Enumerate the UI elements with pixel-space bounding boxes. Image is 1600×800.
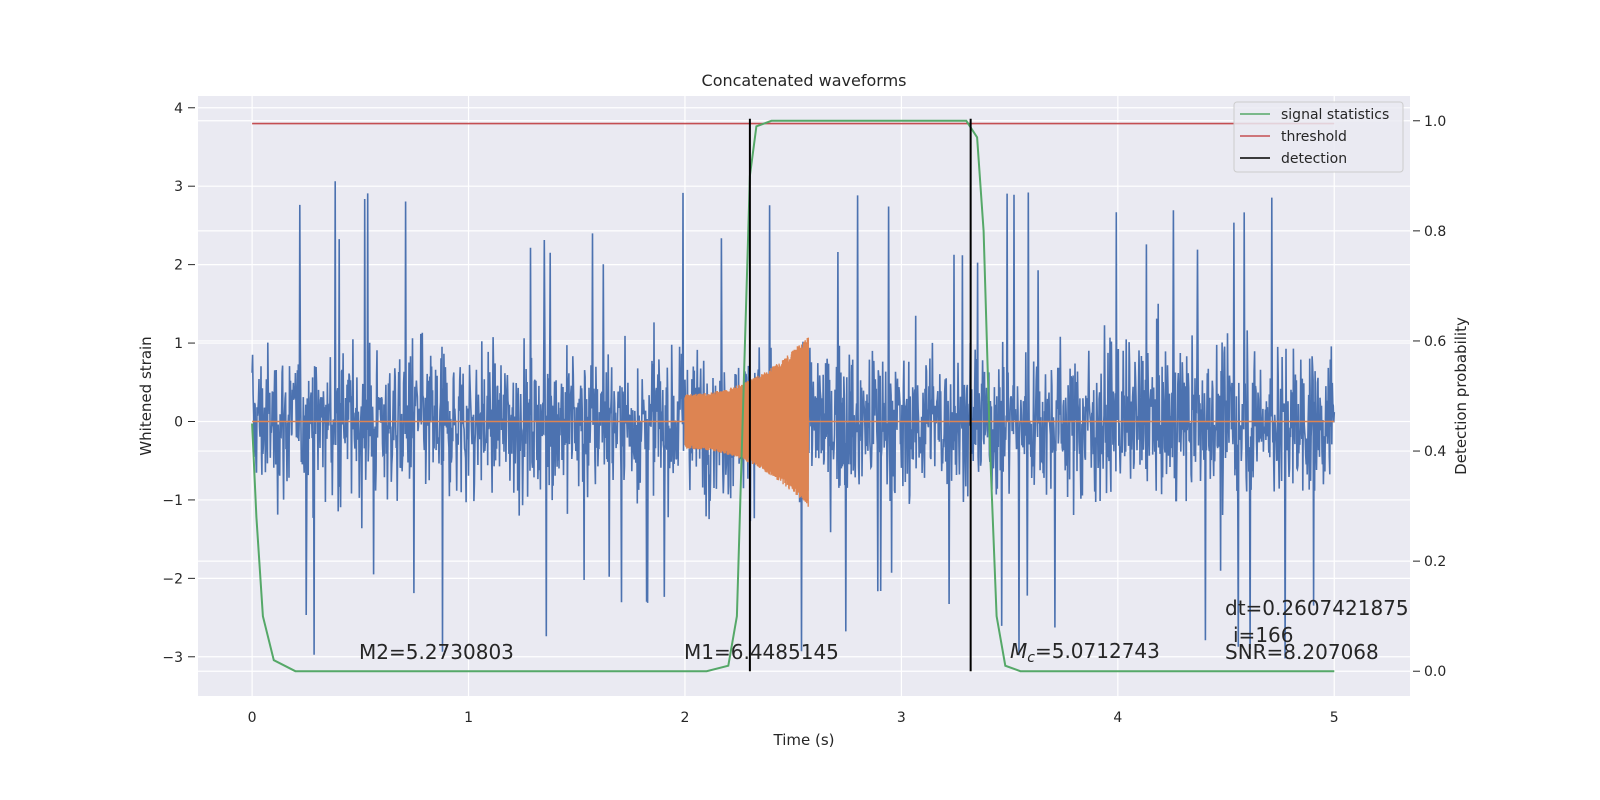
- x-tick-label: 5: [1330, 710, 1339, 726]
- x-tick-label: 4: [1113, 710, 1122, 726]
- x-tick-label: 1: [464, 710, 473, 726]
- detection-series: [748, 118, 972, 672]
- x-tick-label: 3: [897, 710, 906, 726]
- y-tick-label: 0: [174, 414, 183, 430]
- y-tick-label: 1: [174, 336, 183, 352]
- x-tick-label: 2: [681, 710, 690, 726]
- y2-tick-label: 0.6: [1424, 334, 1446, 350]
- legend: signal statistics threshold detection: [1233, 101, 1404, 173]
- annotation-m1: M1=6.4485145: [684, 640, 839, 664]
- x-axis-ticks: 0 1 2 3 4 5: [248, 710, 1339, 726]
- y-axis-title: Whitened strain: [137, 336, 155, 455]
- y-tick-label: 4: [174, 101, 183, 117]
- y2-tick-label: 0.8: [1424, 224, 1446, 240]
- y2-tick-label: 0.0: [1424, 664, 1446, 680]
- legend-box: [1233, 101, 1404, 173]
- annotation-i: i=166: [1233, 623, 1294, 647]
- annotation-mc: Mc=5.0712743: [1010, 639, 1160, 666]
- y-tick-label: 3: [174, 179, 183, 195]
- y2-tick-label: 1.0: [1424, 114, 1446, 130]
- chirp-line: [684, 337, 809, 507]
- y-axis-ticks: −3 −2 −1 0 1 2 3 4: [162, 101, 195, 666]
- chirp-series: [252, 337, 1335, 507]
- y2-tick-label: 0.4: [1424, 444, 1446, 460]
- y-tick-label: −1: [162, 493, 183, 509]
- y2-tick-label: 0.2: [1424, 554, 1446, 570]
- annotation-dt: dt=0.2607421875: [1225, 596, 1409, 620]
- x-tick-label: 0: [248, 710, 257, 726]
- x-axis-title: Time (s): [773, 731, 835, 749]
- legend-label-signal-statistics: signal statistics: [1281, 107, 1389, 123]
- y-tick-label: −3: [162, 650, 183, 666]
- annotation-snr: SNR=8.207068: [1225, 640, 1379, 664]
- signal-statistics-line: [251, 119, 1335, 673]
- y2-axis-ticks: 0.0 0.2 0.4 0.6 0.8 1.0: [1413, 114, 1446, 680]
- legend-label-threshold: threshold: [1281, 129, 1347, 145]
- signal-statistics-series: [251, 119, 1335, 673]
- chart-title: Concatenated waveforms: [702, 71, 907, 90]
- legend-label-detection: detection: [1281, 151, 1347, 167]
- y2-axis-title: Detection probability: [1452, 317, 1470, 475]
- y-tick-label: −2: [162, 571, 183, 587]
- annotation-m2: M2=5.2730803: [359, 640, 514, 664]
- y-tick-label: 2: [174, 258, 183, 274]
